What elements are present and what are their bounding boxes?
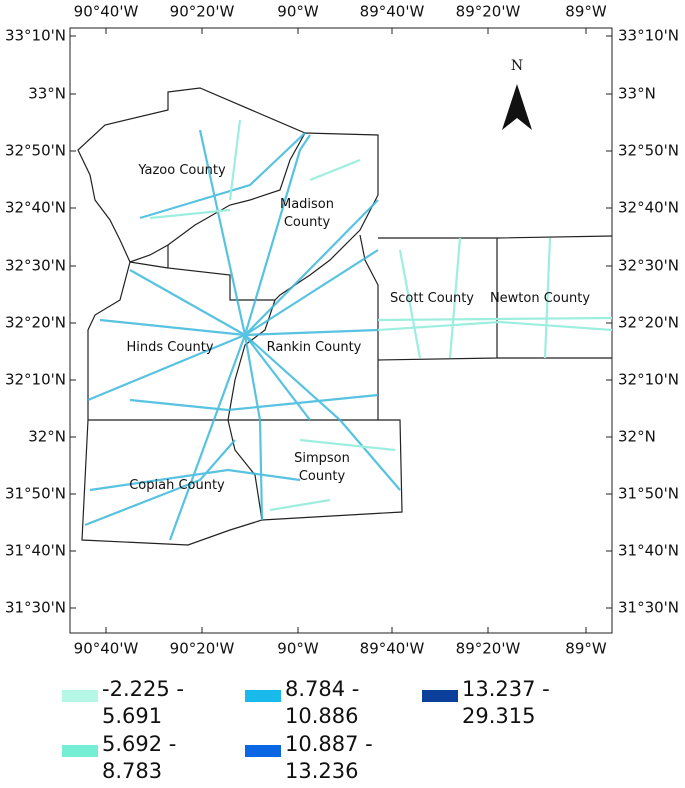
lat-label-left: 31°40'N [5,542,66,560]
county-label: Newton County [489,291,591,306]
road [198,129,247,336]
county-boundaries [77,87,613,546]
road [244,249,379,336]
lat-label-right: 33°N [618,85,656,103]
lat-label-left: 32°40'N [5,199,66,217]
road [129,393,379,412]
legend-label: 5.692 - 8.783 [102,732,177,783]
legend-item: 13.237 - 29.315 [422,676,592,732]
county-label: Yazoo County [138,163,226,178]
lon-label-bottom: 89°40'W [360,640,425,658]
lon-label-bottom: 90°W [277,640,319,658]
road [448,237,462,359]
lat-label-left: 31°50'N [5,485,66,503]
road [149,119,361,220]
road [139,132,306,220]
roads-low [149,119,613,512]
lat-label-right: 32°10'N [618,371,679,389]
legend-item: -2.225 - 5.691 [62,676,232,732]
legend-swatch [245,745,281,757]
copiah-boundary [81,419,263,546]
scott-newton-boundary [377,235,613,361]
legend-swatch [245,690,281,702]
road [543,237,552,359]
road [377,316,613,322]
road [377,320,613,332]
county-label: Madison County [279,197,334,230]
road [87,333,246,402]
road [84,439,236,527]
simpson-boundary [261,419,403,521]
road [243,134,311,336]
north-arrow [502,84,532,130]
road [269,438,396,512]
county-label: Copiah County [129,478,225,493]
county-label: Simpson County [294,451,350,484]
road [99,318,246,337]
lat-label-left: 32°50'N [5,142,66,160]
legend-label: 8.784 - 10.886 [285,677,360,728]
legend-swatch [62,690,98,702]
lon-label-top: 89°W [565,3,607,21]
roads [84,129,401,541]
lat-label-left: 33°N [28,85,66,103]
road [244,199,379,336]
legend-label: 10.887 - 13.236 [285,732,373,783]
legend-label: -2.225 - 5.691 [102,677,184,728]
lat-label-right: 32°40'N [618,199,679,217]
lat-label-right: 32°30'N [618,257,679,275]
lat-label-right: 32°N [618,428,656,446]
road [244,334,401,491]
road [243,334,264,521]
legend-item: 5.692 - 8.783 [62,731,232,787]
lon-label-top: 90°40'W [74,3,139,21]
legend-item: 8.784 - 10.886 [245,676,415,732]
lon-label-bottom: 89°20'W [456,640,521,658]
county-label: Scott County [390,291,474,306]
road [398,249,422,359]
lat-label-left: 32°20'N [5,314,66,332]
legend-swatch [62,745,98,757]
lat-label-left: 32°N [28,428,66,446]
lon-label-bottom: 90°40'W [74,640,139,658]
lon-label-top: 90°20'W [170,3,235,21]
road [244,334,311,421]
road [168,334,247,541]
lat-label-left: 31°30'N [5,599,66,617]
legend-item: 10.887 - 13.236 [245,731,415,787]
lon-label-bottom: 90°20'W [170,640,235,658]
hinds-boundary [87,261,276,421]
lat-label-right: 31°40'N [618,542,679,560]
road [129,269,246,336]
lat-label-left: 32°10'N [5,371,66,389]
lon-label-top: 89°20'W [456,3,521,21]
north-label: N [511,58,523,74]
yazoo-boundary [77,87,306,263]
legend-label: 13.237 - 29.315 [462,677,550,728]
lon-label-top: 89°40'W [360,3,425,21]
road [89,468,301,492]
county-label: Rankin County [266,340,362,355]
lat-label-left: 32°30'N [5,257,66,275]
lat-label-left: 33°10'N [5,27,66,45]
lat-label-right: 31°30'N [618,599,679,617]
lat-label-right: 32°20'N [618,314,679,332]
lon-label-bottom: 89°W [565,640,607,658]
rankin-boundary [228,234,379,421]
lon-label-top: 90°W [277,3,319,21]
county-label: Hinds County [126,340,214,355]
road [244,328,379,337]
legend-swatch [422,690,458,702]
lat-label-right: 32°50'N [618,142,679,160]
lat-label-right: 31°50'N [618,485,679,503]
lat-label-right: 33°10'N [618,27,679,45]
graticule-labels: 90°40'W 90°40'W 90°20'W 90°20'W 90°W 90°W 89°4… [5,3,679,658]
